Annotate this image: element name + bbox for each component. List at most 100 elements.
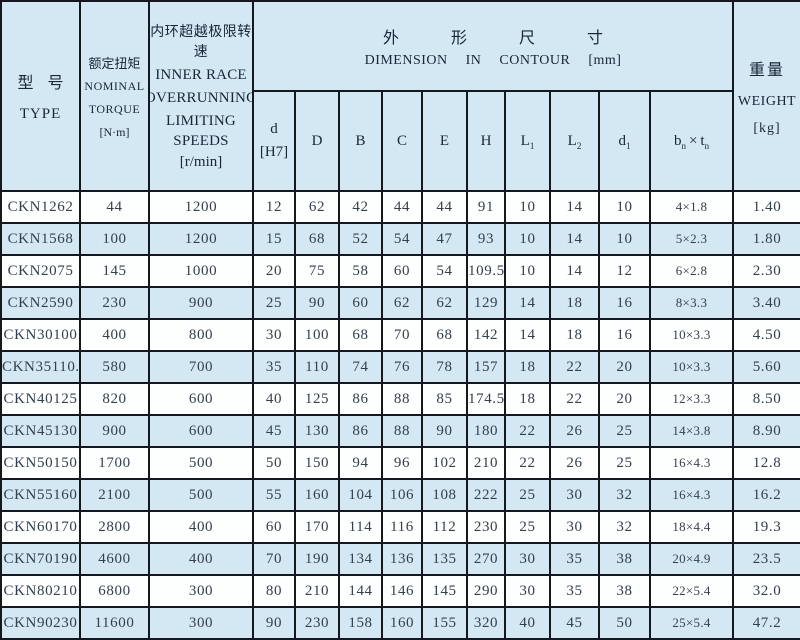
table-cell: 500 bbox=[148, 446, 254, 480]
table-cell: 25 bbox=[504, 510, 551, 544]
table-cell: 6800 bbox=[79, 574, 150, 608]
table-cell: 100 bbox=[79, 222, 150, 256]
table-cell: 60 bbox=[252, 510, 296, 544]
header-torque-en1: NOMINAL bbox=[84, 78, 145, 93]
table-cell: 14 bbox=[504, 318, 551, 352]
table-cell: 1200 bbox=[148, 190, 254, 224]
table-cell: 15 bbox=[252, 222, 296, 256]
table-cell: 800 bbox=[148, 318, 254, 352]
table-cell: 134 bbox=[338, 542, 383, 576]
header-speed-en2: OVERRUNNING bbox=[149, 90, 253, 106]
table-row: CKN70190 4600 400 70 190 134 136 135 270 30 35 38 20… bbox=[0, 542, 800, 576]
table-cell: 58 bbox=[338, 254, 383, 288]
table-cell: 108 bbox=[421, 478, 468, 512]
cell-type: CKN2590 bbox=[0, 286, 81, 320]
table-cell: 18 bbox=[549, 286, 600, 320]
table-cell: 30 bbox=[549, 510, 600, 544]
table-row: CKN1568 100 1200 15 68 52 54 47 93 10 14 10 5×2.3 1.8… bbox=[0, 222, 800, 256]
table-cell: 12×3.3 bbox=[648, 382, 735, 416]
table-cell: 22 bbox=[549, 350, 600, 384]
table-cell: 25 bbox=[598, 414, 651, 448]
table-cell: 60 bbox=[381, 254, 423, 288]
table-cell: 2.30 bbox=[732, 254, 800, 288]
table-cell: 30 bbox=[549, 478, 600, 512]
header-type: 型 号 TYPE bbox=[0, 0, 81, 192]
table-cell: 14 bbox=[549, 254, 600, 288]
cell-type: CKN30100 bbox=[0, 318, 81, 352]
header-speed-en3: LIMITING SPEEDS bbox=[166, 113, 236, 149]
table-row: CKN35110. 580 700 35 110 74 76 78 157 18 22 20 10×3.… bbox=[0, 350, 800, 384]
cell-type: CKN70190 bbox=[0, 542, 81, 576]
table-cell: 100 bbox=[294, 318, 340, 352]
table-cell: 400 bbox=[148, 542, 254, 576]
table-cell: 210 bbox=[466, 446, 506, 480]
col-bt-b: b bbox=[673, 132, 682, 149]
table-cell: 110 bbox=[294, 350, 340, 384]
table-cell: 62 bbox=[421, 286, 468, 320]
table-cell: 68 bbox=[338, 318, 383, 352]
header-dimension-cn: 外 形 尺 寸 bbox=[383, 29, 628, 47]
header-col-B: B bbox=[338, 90, 383, 192]
table-cell: 1700 bbox=[79, 446, 150, 480]
table-row: CKN40125 820 600 40 125 86 88 85 174.5 18 22 20 12×3… bbox=[0, 382, 800, 416]
cell-type: CKN50150 bbox=[0, 446, 81, 480]
table-cell: 10 bbox=[504, 254, 551, 288]
table-cell: 44 bbox=[421, 190, 468, 224]
table-cell: 22 bbox=[504, 414, 551, 448]
table-row: CKN55160 2100 500 55 160 104 106 108 222 25 30 32 16… bbox=[0, 478, 800, 512]
table-cell: 20×4.9 bbox=[648, 542, 735, 576]
table-cell: 10 bbox=[598, 190, 651, 224]
table-cell: 25×5.4 bbox=[648, 606, 735, 640]
table-cell: 14 bbox=[504, 286, 551, 320]
table-cell: 116 bbox=[381, 510, 423, 544]
table-cell: 6×2.8 bbox=[648, 254, 735, 288]
cell-type: CKN2075 bbox=[0, 254, 81, 288]
table-cell: 25 bbox=[252, 286, 296, 320]
table-cell: 900 bbox=[148, 286, 254, 320]
table-cell: 190 bbox=[294, 542, 340, 576]
header-speed-en1: INNER RACE bbox=[155, 67, 247, 83]
table-cell: 40 bbox=[504, 606, 551, 640]
table-cell: 10 bbox=[504, 190, 551, 224]
table-cell: 70 bbox=[381, 318, 423, 352]
table-cell: 16×4.3 bbox=[648, 478, 735, 512]
table-cell: 23.5 bbox=[732, 542, 800, 576]
header-col-E: E bbox=[421, 90, 468, 192]
cell-type: CKN35110. bbox=[0, 350, 81, 384]
table-cell: 32 bbox=[598, 510, 651, 544]
header-col-d-h7: d [H7] bbox=[252, 90, 296, 192]
header-col-D: D bbox=[294, 90, 340, 192]
table-cell: 500 bbox=[148, 478, 254, 512]
table-cell: 10×3.3 bbox=[648, 350, 735, 384]
table-cell: 44 bbox=[79, 190, 150, 224]
table-cell: 146 bbox=[381, 574, 423, 608]
table-cell: 70 bbox=[252, 542, 296, 576]
table-cell: 2800 bbox=[79, 510, 150, 544]
cell-type: CKN1262 bbox=[0, 190, 81, 224]
table-cell: 130 bbox=[294, 414, 340, 448]
table-cell: 400 bbox=[79, 318, 150, 352]
header-weight-cn: 重量 bbox=[749, 61, 786, 79]
table-cell: 8.90 bbox=[732, 414, 800, 448]
table-cell: 129 bbox=[466, 286, 506, 320]
table-cell: 32 bbox=[598, 478, 651, 512]
table-cell: 5.60 bbox=[732, 350, 800, 384]
table-cell: 300 bbox=[148, 574, 254, 608]
header-type-cn: 型 号 bbox=[17, 75, 69, 92]
table-cell: 68 bbox=[294, 222, 340, 256]
col-L2-label: L bbox=[567, 132, 577, 149]
table-row: CKN80210 6800 300 80 210 144 146 145 290 30 35 38 22… bbox=[0, 574, 800, 608]
table-cell: 55 bbox=[252, 478, 296, 512]
table-cell: 50 bbox=[598, 606, 651, 640]
table-cell: 42 bbox=[338, 190, 383, 224]
table-cell: 700 bbox=[148, 350, 254, 384]
table-cell: 14×3.8 bbox=[648, 414, 735, 448]
table-cell: 25 bbox=[598, 446, 651, 480]
col-L1-subscript: 1 bbox=[529, 140, 535, 151]
table-cell: 180 bbox=[466, 414, 506, 448]
header-weight-unit: [kg] bbox=[753, 120, 781, 136]
table-row: CKN90230 11600 300 90 230 158 160 155 320 40 45 50 2… bbox=[0, 606, 800, 640]
table-cell: 16 bbox=[598, 318, 651, 352]
table-cell: 62 bbox=[294, 190, 340, 224]
